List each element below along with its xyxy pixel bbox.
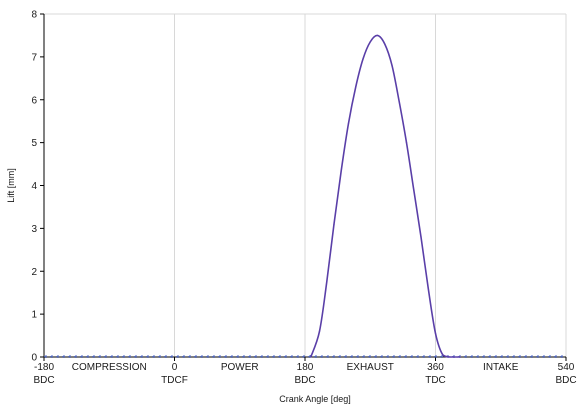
- x-tick-sublabel: BDC: [555, 375, 576, 386]
- data-point: [333, 223, 335, 225]
- data-point: [347, 122, 350, 124]
- y-tick-label: 3: [31, 224, 37, 235]
- x-tick-label: 360: [427, 362, 444, 373]
- stroke-label-exhaust: EXHAUST: [347, 362, 394, 373]
- y-axis-title: Lift [mm]: [6, 168, 16, 203]
- y-tick-label: 0: [31, 353, 37, 364]
- labels: 0 1 2 3 4 5 6 7 8 -180 BDC 0 TDCF 180 BDC 360 TDC 540 BDC C…: [6, 10, 577, 405]
- x-tick-label: 0: [172, 362, 178, 373]
- data-point: [369, 41, 371, 43]
- data-point: [449, 356, 451, 358]
- data-point: [310, 356, 312, 358]
- data-point: [355, 86, 357, 88]
- x-tick-label: 540: [558, 362, 575, 373]
- data-point: [459, 356, 461, 358]
- data-point: [405, 142, 408, 144]
- y-tick-label: 1: [31, 310, 37, 321]
- x-tick-sublabel: BDC: [294, 375, 315, 386]
- data-point: [391, 64, 393, 67]
- data-point: [427, 287, 429, 289]
- axes: [40, 13, 567, 361]
- data-point: [318, 330, 321, 332]
- data-point: [442, 354, 444, 356]
- x-tick-label: 180: [297, 362, 314, 373]
- series-line-0: [310, 34, 461, 358]
- data-point: [413, 189, 415, 191]
- y-tick-label: 2: [31, 267, 37, 278]
- data-point: [456, 356, 458, 358]
- y-tick-label: 8: [31, 10, 37, 21]
- data-point: [398, 101, 400, 103]
- stroke-label-power: POWER: [221, 362, 259, 373]
- stroke-label-compression: COMPRESSION: [72, 362, 147, 373]
- data-point: [434, 332, 437, 335]
- data-point: [384, 43, 386, 45]
- y-tick-label: 6: [31, 95, 37, 106]
- baseline-markers: [44, 355, 566, 358]
- data-point: [420, 236, 422, 238]
- x-tick-label: -180: [34, 362, 54, 373]
- x-tick-sublabel: TDC: [425, 375, 446, 386]
- data-point: [362, 58, 364, 60]
- series-layer: [310, 34, 461, 358]
- data-point: [376, 34, 379, 37]
- stroke-label-intake: INTAKE: [483, 362, 519, 373]
- x-tick-sublabel: TDCF: [161, 375, 188, 386]
- x-tick-sublabel: BDC: [33, 375, 54, 386]
- grid: [44, 13, 567, 357]
- y-tick-label: 5: [31, 138, 37, 149]
- y-tick-label: 7: [31, 52, 37, 63]
- data-point: [340, 169, 342, 172]
- x-axis-title: Crank Angle [deg]: [279, 394, 351, 404]
- data-point: [326, 281, 328, 283]
- y-tick-label: 4: [31, 181, 37, 192]
